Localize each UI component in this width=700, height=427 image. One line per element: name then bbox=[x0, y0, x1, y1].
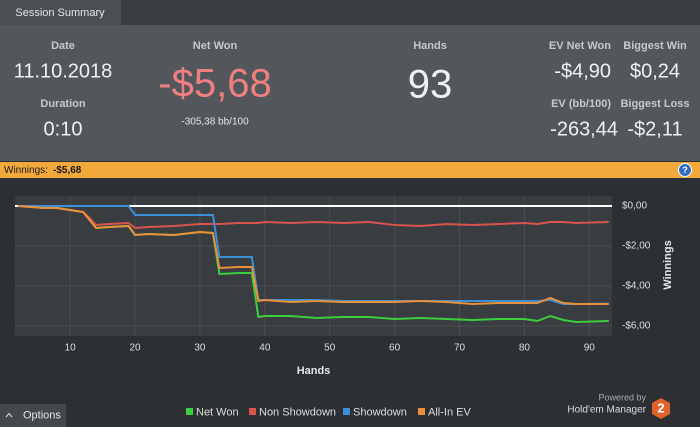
y-axis-title: Winnings bbox=[662, 240, 674, 289]
logo bbox=[652, 398, 670, 419]
stat-label: Biggest Win bbox=[623, 40, 687, 52]
stat-label: EV (bb/100) bbox=[551, 98, 611, 110]
powered-by: Powered by bbox=[598, 392, 646, 402]
stat-label: Hands bbox=[413, 40, 447, 52]
brand: Hold'em Manager bbox=[567, 405, 646, 416]
x-tick-label: 80 bbox=[519, 343, 531, 354]
stats-panel bbox=[0, 25, 700, 161]
caret-icon[interactable] bbox=[5, 412, 13, 418]
chart: 10 20 30 40 50 60 70 80 90 $0,00 -$2,00 -$4,00 -$6,0… bbox=[15, 196, 674, 418]
legend-swatch bbox=[343, 408, 350, 415]
stat-label: Biggest Loss bbox=[620, 98, 689, 110]
y-tick-label: -$2,00 bbox=[622, 241, 651, 252]
banner-value: -$5,68 bbox=[53, 165, 82, 176]
tab[interactable] bbox=[0, 0, 121, 25]
legend-label: Net Won bbox=[196, 406, 239, 418]
x-tick-label: 90 bbox=[584, 343, 596, 354]
x-tick-label: 20 bbox=[129, 343, 141, 354]
x-tick-label: 60 bbox=[389, 343, 401, 354]
x-tick-label: 50 bbox=[324, 343, 336, 354]
stat-value: -$4,90 bbox=[554, 60, 611, 82]
stat-label: EV Net Won bbox=[549, 40, 611, 52]
plot-area bbox=[15, 196, 612, 336]
x-tick-label: 10 bbox=[65, 343, 77, 354]
y-tick-label: $0,00 bbox=[622, 201, 647, 212]
banner bbox=[0, 162, 700, 178]
stat-value: -$5,68 bbox=[158, 62, 271, 106]
stat-value: $0,24 bbox=[630, 60, 680, 82]
stat-sub: -305,38 bb/100 bbox=[181, 117, 249, 128]
tab-label[interactable]: Session Summary bbox=[15, 7, 105, 19]
x-tick-label: 40 bbox=[259, 343, 271, 354]
legend-swatch bbox=[249, 408, 256, 415]
help-text[interactable]: ? bbox=[682, 165, 688, 175]
stat-label: Net Won bbox=[193, 40, 238, 52]
series-line bbox=[18, 205, 609, 306]
banner-label: Winnings: bbox=[4, 165, 48, 176]
legend-label: Showdown bbox=[353, 406, 407, 418]
y-tick-label: -$4,00 bbox=[622, 281, 651, 292]
x-tick-label: 30 bbox=[194, 343, 206, 354]
logo-text: 2 bbox=[657, 400, 664, 415]
legend-swatch bbox=[418, 408, 425, 415]
options-label[interactable]: Options bbox=[23, 409, 61, 421]
series-line bbox=[18, 205, 609, 305]
stat-label: Date bbox=[51, 40, 75, 52]
stat-value: -263,44 bbox=[550, 118, 618, 140]
legend-swatch bbox=[186, 408, 193, 415]
help-icon[interactable] bbox=[678, 163, 692, 177]
options-button[interactable] bbox=[0, 404, 66, 427]
stat-value: -$2,11 bbox=[627, 118, 682, 140]
x-axis-title: Hands bbox=[297, 365, 331, 377]
stat-value: 11.10.2018 bbox=[14, 60, 113, 82]
stat-value: 93 bbox=[408, 63, 453, 107]
stat-value: 0:10 bbox=[44, 118, 83, 140]
y-tick-label: -$6,00 bbox=[622, 321, 651, 332]
legend-label: All-In EV bbox=[428, 406, 471, 418]
legend-label: Non Showdown bbox=[259, 406, 336, 418]
x-tick-label: 70 bbox=[454, 343, 466, 354]
stat-label: Duration bbox=[40, 98, 86, 110]
